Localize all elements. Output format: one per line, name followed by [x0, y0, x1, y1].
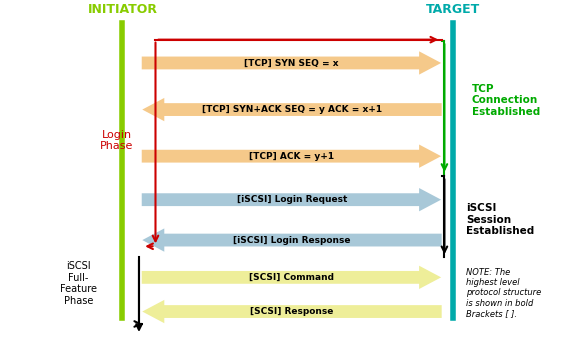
Text: INITIATOR: INITIATOR — [88, 3, 158, 17]
Text: iSCSI
Full-
Feature
Phase: iSCSI Full- Feature Phase — [60, 261, 97, 306]
Text: [iSCSI] Login Response: [iSCSI] Login Response — [233, 236, 351, 245]
FancyArrow shape — [142, 98, 442, 121]
Text: [TCP] SYN+ACK SEQ = y ACK = x+1: [TCP] SYN+ACK SEQ = y ACK = x+1 — [201, 105, 382, 114]
FancyArrow shape — [142, 300, 442, 323]
Text: TCP
Connection
Established: TCP Connection Established — [472, 84, 540, 117]
Text: iSCSI
Session
Established: iSCSI Session Established — [466, 203, 535, 236]
Text: [SCSI] Response: [SCSI] Response — [250, 307, 333, 316]
Text: Login
Phase: Login Phase — [100, 130, 134, 151]
Text: [TCP] ACK = y+1: [TCP] ACK = y+1 — [249, 152, 334, 161]
FancyArrow shape — [142, 144, 441, 168]
Text: [TCP] SYN SEQ = x: [TCP] SYN SEQ = x — [245, 58, 339, 67]
Text: NOTE: The
highest level
protocol structure
is shown in bold
Brackets [ ].: NOTE: The highest level protocol structu… — [466, 268, 542, 318]
Text: [SCSI] Command: [SCSI] Command — [249, 273, 334, 282]
FancyArrow shape — [142, 51, 441, 75]
FancyArrow shape — [142, 228, 442, 252]
Text: TARGET: TARGET — [426, 3, 480, 17]
Text: [iSCSI] Login Request: [iSCSI] Login Request — [237, 195, 347, 204]
FancyArrow shape — [142, 266, 441, 289]
FancyArrow shape — [142, 188, 441, 211]
